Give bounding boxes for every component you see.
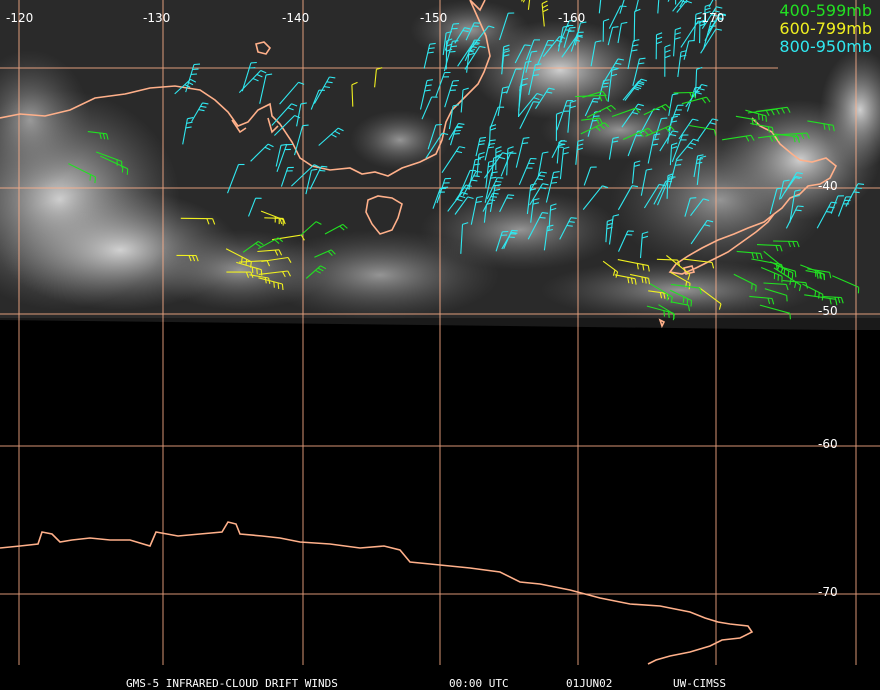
pressure-legend: 400-599mb 600-799mb 800-950mb xyxy=(779,2,872,56)
legend-entry-800-950: 800-950mb xyxy=(779,38,872,56)
lon-label: -120 xyxy=(6,12,33,24)
legend-entry-600-799: 600-799mb xyxy=(779,20,872,38)
lon-label: -140 xyxy=(282,12,309,24)
lon-label: -130 xyxy=(143,12,170,24)
lat-label: -40 xyxy=(818,180,838,192)
antarctica-coast xyxy=(0,522,752,664)
lon-label: -170 xyxy=(697,12,724,24)
lon-label: -150 xyxy=(420,12,447,24)
lat-label: -50 xyxy=(818,305,838,317)
lat-label: -70 xyxy=(818,586,838,598)
lon-label: -160 xyxy=(558,12,585,24)
lat-label: -60 xyxy=(818,438,838,450)
legend-entry-400-599: 400-599mb xyxy=(779,2,872,20)
